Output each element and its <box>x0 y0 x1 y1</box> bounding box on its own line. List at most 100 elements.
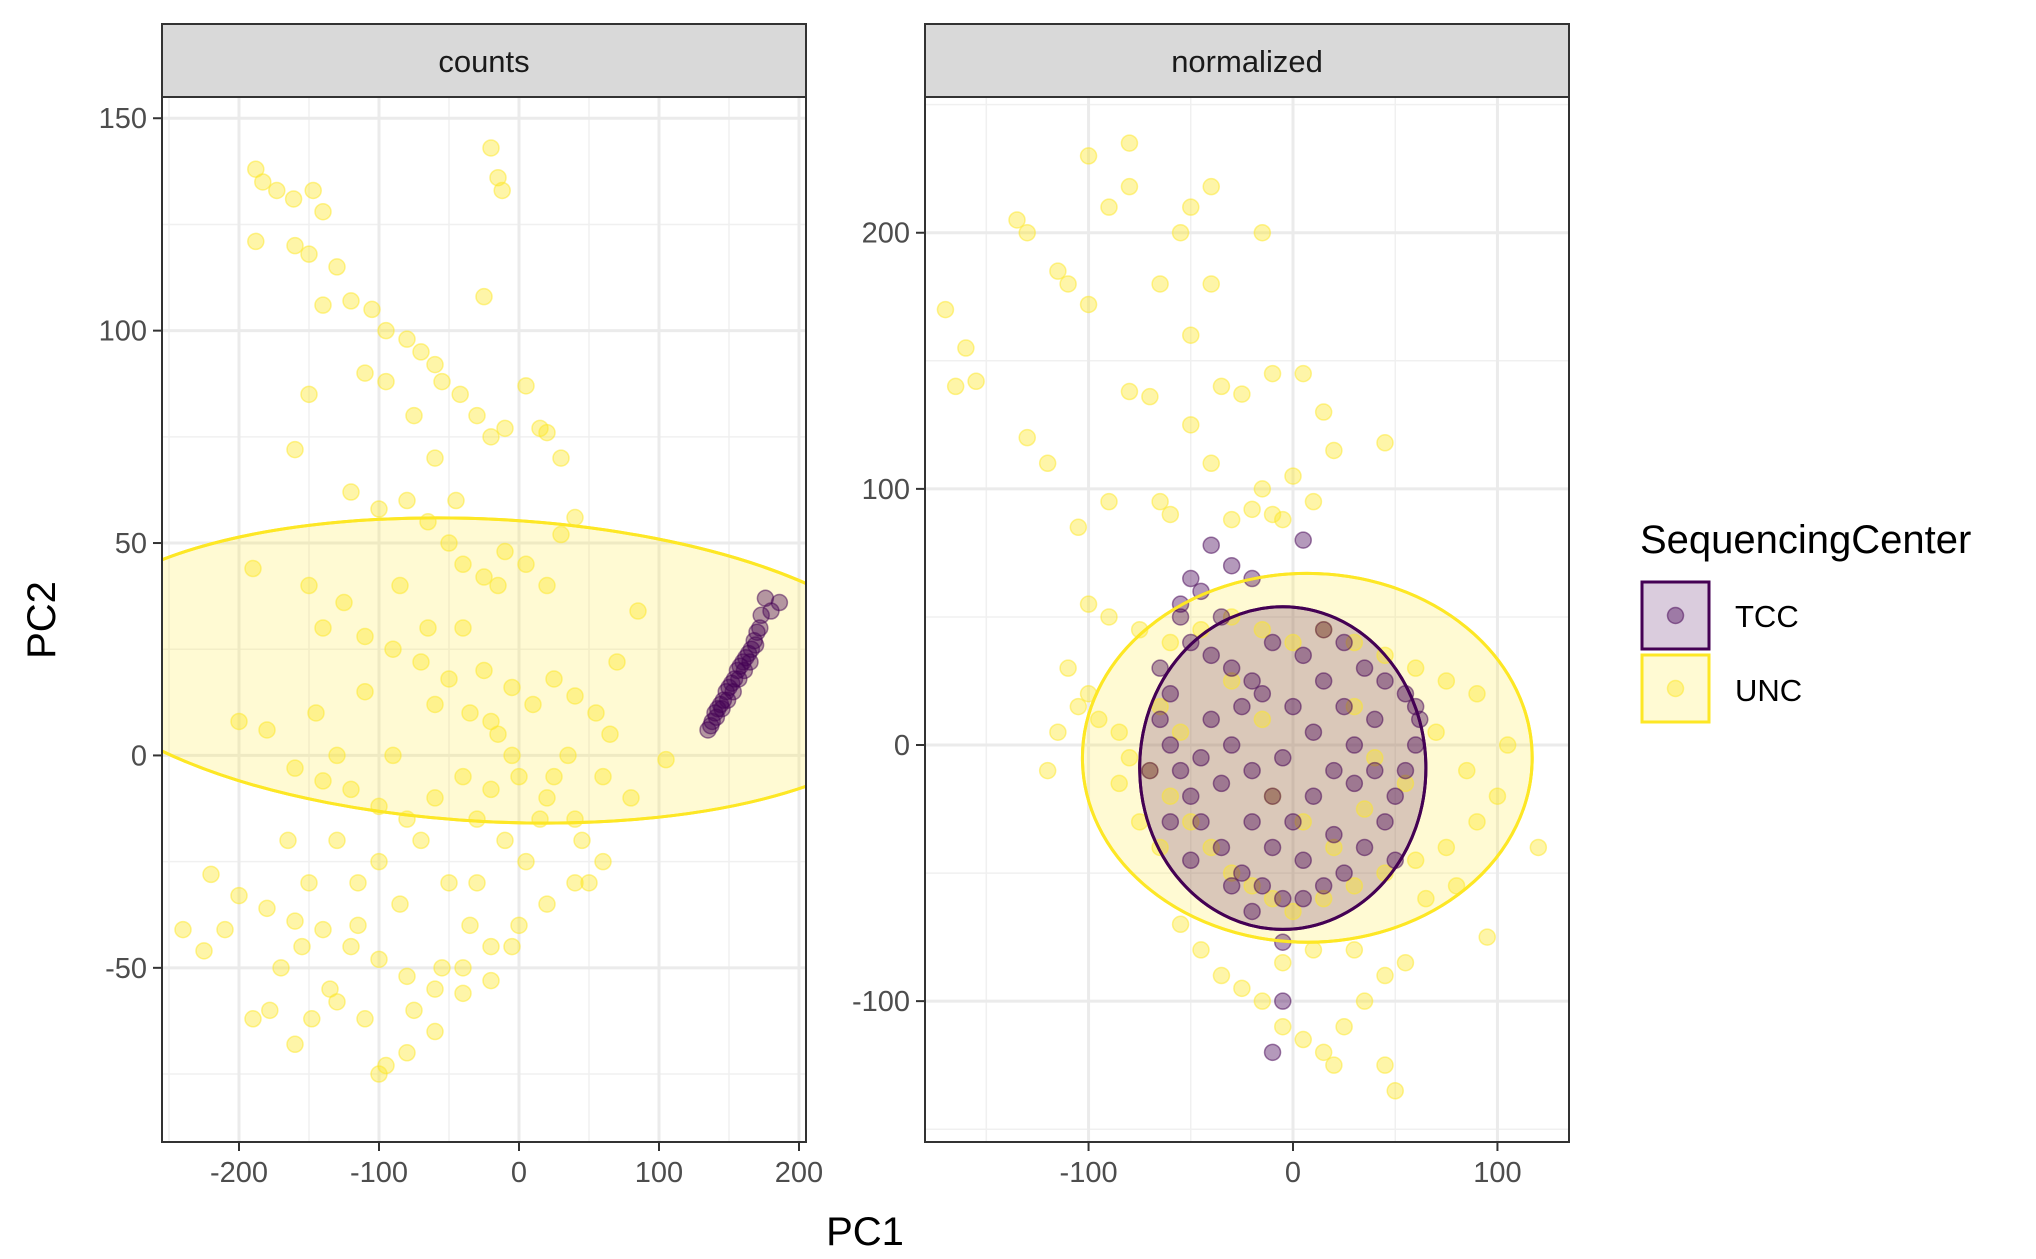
strip-counts <box>161 23 807 98</box>
point-unc <box>503 746 521 765</box>
point-unc <box>559 746 577 765</box>
point-tcc <box>702 716 720 735</box>
point-unc <box>1376 966 1394 985</box>
point-unc <box>174 920 192 939</box>
point-unc <box>538 576 556 595</box>
point-unc <box>1212 966 1231 985</box>
point-tcc <box>751 619 769 637</box>
point-unc <box>356 627 374 646</box>
point-unc <box>356 364 374 382</box>
point-tcc <box>1192 813 1210 831</box>
panel-border-normalized <box>924 96 1570 1143</box>
point-unc <box>531 810 549 828</box>
point-unc <box>363 300 381 319</box>
point-unc <box>1253 710 1272 729</box>
point-unc <box>1171 223 1190 242</box>
point-tcc <box>1345 736 1364 754</box>
point-unc <box>195 942 213 960</box>
point-tcc <box>718 691 737 709</box>
y-tick-label-counts: 150 <box>99 103 147 135</box>
point-unc <box>489 725 507 743</box>
point-unc <box>433 959 451 977</box>
point-unc <box>426 355 444 374</box>
point-unc <box>261 1001 279 1020</box>
x-tick-label-counts: 200 <box>775 1157 823 1189</box>
point-unc <box>1314 1043 1333 1062</box>
point-tcc <box>1171 761 1190 780</box>
point-unc <box>454 959 472 977</box>
y-tick-label-counts: 50 <box>115 528 147 560</box>
point-unc <box>398 330 416 348</box>
point-unc <box>580 874 598 892</box>
point-unc <box>300 576 318 595</box>
point-unc <box>370 1065 388 1083</box>
point-unc <box>398 967 416 986</box>
y-tick-label-counts: 100 <box>99 316 147 348</box>
point-unc <box>349 916 367 935</box>
point-unc <box>594 767 612 786</box>
point-tcc <box>1263 787 1282 805</box>
y-axis-title: PC2 <box>20 581 64 659</box>
point-unc <box>468 810 486 828</box>
point-unc <box>370 852 388 871</box>
point-unc <box>342 483 360 501</box>
point-unc <box>1161 505 1180 524</box>
point-unc <box>601 725 619 743</box>
point-tcc <box>1243 902 1261 921</box>
point-tcc <box>1366 761 1384 780</box>
point-unc <box>268 181 286 200</box>
point-tcc <box>1304 787 1323 805</box>
point-unc <box>293 937 311 956</box>
panel-background-normalized <box>925 97 1569 1142</box>
point-unc <box>258 899 276 918</box>
point-tcc <box>1335 864 1353 882</box>
point-tcc <box>1233 697 1251 716</box>
point-unc <box>1274 953 1292 972</box>
legend-item-tcc: TCC <box>1640 580 1799 651</box>
point-tcc <box>1325 761 1343 780</box>
point-unc <box>538 423 556 442</box>
point-unc <box>482 937 500 956</box>
point-tcc <box>1284 697 1302 716</box>
point-unc <box>1171 723 1190 741</box>
x-tick-label-counts: -100 <box>350 1157 408 1189</box>
point-tcc <box>1212 838 1231 857</box>
point-unc <box>370 500 388 518</box>
point-unc <box>482 428 500 446</box>
point-tcc <box>1222 556 1241 575</box>
point-unc <box>1304 492 1323 511</box>
point-unc <box>286 759 304 777</box>
point-unc <box>936 300 955 319</box>
panel-counts: counts -200 -100 0 100 200 -50 0 50 100 150 <box>99 23 823 1189</box>
point-unc <box>1100 492 1118 511</box>
point-tcc <box>1161 813 1180 831</box>
point-unc <box>496 831 514 850</box>
point-unc <box>1325 838 1343 857</box>
point-tcc <box>1314 620 1333 639</box>
point-unc <box>1253 620 1272 639</box>
legend-item-unc: UNC <box>1640 653 1802 724</box>
strip-normalized <box>924 23 1570 98</box>
point-unc <box>1182 198 1200 216</box>
legend: SequencingCenter TCC UNC <box>1640 518 1971 724</box>
point-unc <box>202 865 220 884</box>
point-unc <box>517 555 535 574</box>
point-unc <box>1396 774 1415 793</box>
point-unc <box>1038 454 1057 473</box>
ellipse-outline-unc <box>162 516 806 825</box>
point-unc <box>1079 147 1098 165</box>
series-tcc <box>1141 531 1429 1062</box>
point-tcc <box>1182 569 1200 588</box>
point-tcc <box>1376 672 1394 690</box>
point-unc <box>517 852 535 871</box>
point-unc <box>1427 723 1445 741</box>
point-unc <box>461 704 479 722</box>
point-unc <box>622 789 640 807</box>
point-unc <box>1161 787 1180 805</box>
grid-normalized <box>925 97 1569 1142</box>
point-unc <box>1417 889 1435 908</box>
point-unc <box>1038 761 1057 780</box>
point-unc <box>286 912 304 930</box>
point-unc <box>384 746 402 765</box>
point-unc <box>510 767 528 786</box>
